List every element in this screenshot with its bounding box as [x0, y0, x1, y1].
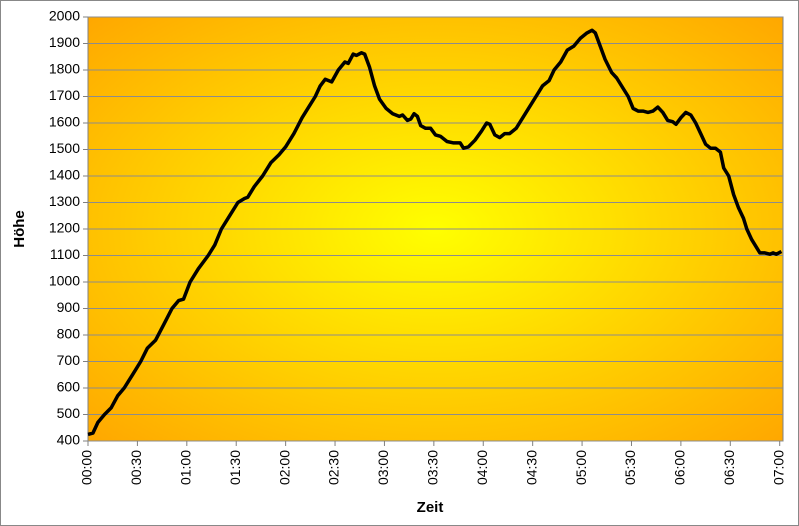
x-tick-label: 06:00	[672, 450, 688, 485]
y-tick-label: 1300	[49, 193, 80, 209]
x-tick-label: 01:30	[227, 450, 243, 485]
y-tick-label: 1900	[49, 34, 80, 50]
y-tick-label: 1400	[49, 167, 80, 183]
x-tick-label: 02:00	[276, 450, 292, 485]
x-tick-label: 07:00	[770, 450, 786, 485]
y-tick-label: 1500	[49, 140, 80, 156]
y-tick-label: 2000	[49, 8, 80, 24]
line	[87, 28, 783, 437]
x-tick-label: 04:30	[523, 450, 539, 485]
y-tick-label: 1600	[49, 114, 80, 130]
y-tick-label: 1800	[49, 61, 80, 77]
y-tick-label: 1700	[49, 87, 80, 103]
x-tick-label: 05:00	[573, 450, 589, 485]
y-tick-label: 1100	[50, 246, 80, 262]
x-tick-label: 06:30	[721, 450, 737, 485]
y-tick-label: 400	[57, 432, 81, 448]
y-axis-title: Höhe	[11, 210, 28, 248]
x-axis-title: Zeit	[417, 499, 444, 516]
x-tick-label: 00:30	[128, 450, 144, 485]
y-tick-label: 1200	[49, 220, 80, 236]
y-tick-label: 1000	[49, 273, 80, 289]
y-tick-label: 600	[57, 379, 81, 395]
x-tick-label: 04:00	[474, 450, 490, 485]
x-tick-label: 00:00	[79, 450, 95, 485]
y-tick-label: 800	[57, 326, 81, 342]
x-tick-label: 03:00	[375, 450, 391, 485]
x-tick-label: 02:30	[326, 450, 342, 485]
x-tick-label: 01:00	[178, 450, 194, 485]
y-tick-label: 900	[57, 299, 81, 315]
x-tick-label: 03:30	[425, 450, 441, 485]
y-tick-label: 700	[57, 352, 81, 368]
y-tick-label: 500	[57, 405, 81, 421]
x-tick-label: 05:30	[622, 450, 638, 485]
